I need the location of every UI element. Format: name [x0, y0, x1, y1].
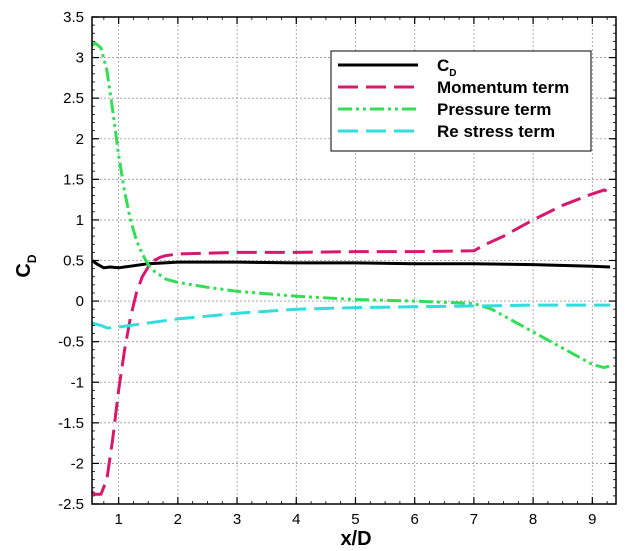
axis-ticks [92, 16, 616, 505]
x-axis-title: x/D [340, 528, 371, 550]
series-line-4 [91, 303, 611, 330]
series-line-2 [91, 188, 611, 496]
x-tick-label: 9 [588, 511, 596, 528]
y-axis-title-sub: D [25, 254, 39, 263]
y-axis-title-main: C [13, 263, 35, 277]
x-tick-label: 1 [114, 511, 122, 528]
svg-text:CD: CD [13, 254, 39, 277]
y-tick-label: 0 [76, 293, 84, 310]
y-tick-label: -2 [71, 455, 84, 472]
x-tick-label: 4 [292, 511, 300, 528]
y-tick-labels: -2.5 -2 -1.5 -1 -0.5 0 0.5 1 1.5 2 2.5 3 3.5 [58, 9, 84, 513]
y-tick-label: -2.5 [58, 496, 84, 513]
x-tick-label: 8 [529, 511, 537, 528]
x-tick-label: 7 [470, 511, 478, 528]
y-tick-label: 0.5 [63, 253, 84, 270]
plot-series [91, 41, 611, 496]
x-tick-label: 5 [351, 511, 359, 528]
series-line-1 [91, 259, 611, 270]
y-tick-label: 2.5 [63, 90, 84, 107]
y-axis-title: CD [13, 254, 39, 277]
y-tick-label: -1 [71, 374, 84, 391]
x-tick-label: 3 [233, 511, 241, 528]
legend-label: Re stress term [437, 122, 555, 141]
y-tick-label: -0.5 [58, 334, 84, 351]
y-tick-label: 2 [76, 131, 84, 148]
legend-label: Momentum term [437, 78, 569, 97]
x-tick-label: 2 [174, 511, 182, 528]
x-tick-labels: 1 2 3 4 5 6 7 8 9 [114, 511, 596, 528]
x-tick-label: 6 [411, 511, 419, 528]
y-tick-label: 3 [76, 50, 84, 67]
y-tick-label: 3.5 [63, 9, 84, 26]
legend-label: Pressure term [437, 100, 551, 119]
series-line-3 [91, 41, 611, 370]
y-tick-label: 1.5 [63, 171, 84, 188]
y-tick-label: 1 [76, 212, 84, 229]
legend-box [330, 50, 592, 152]
y-tick-label: -1.5 [58, 415, 84, 432]
